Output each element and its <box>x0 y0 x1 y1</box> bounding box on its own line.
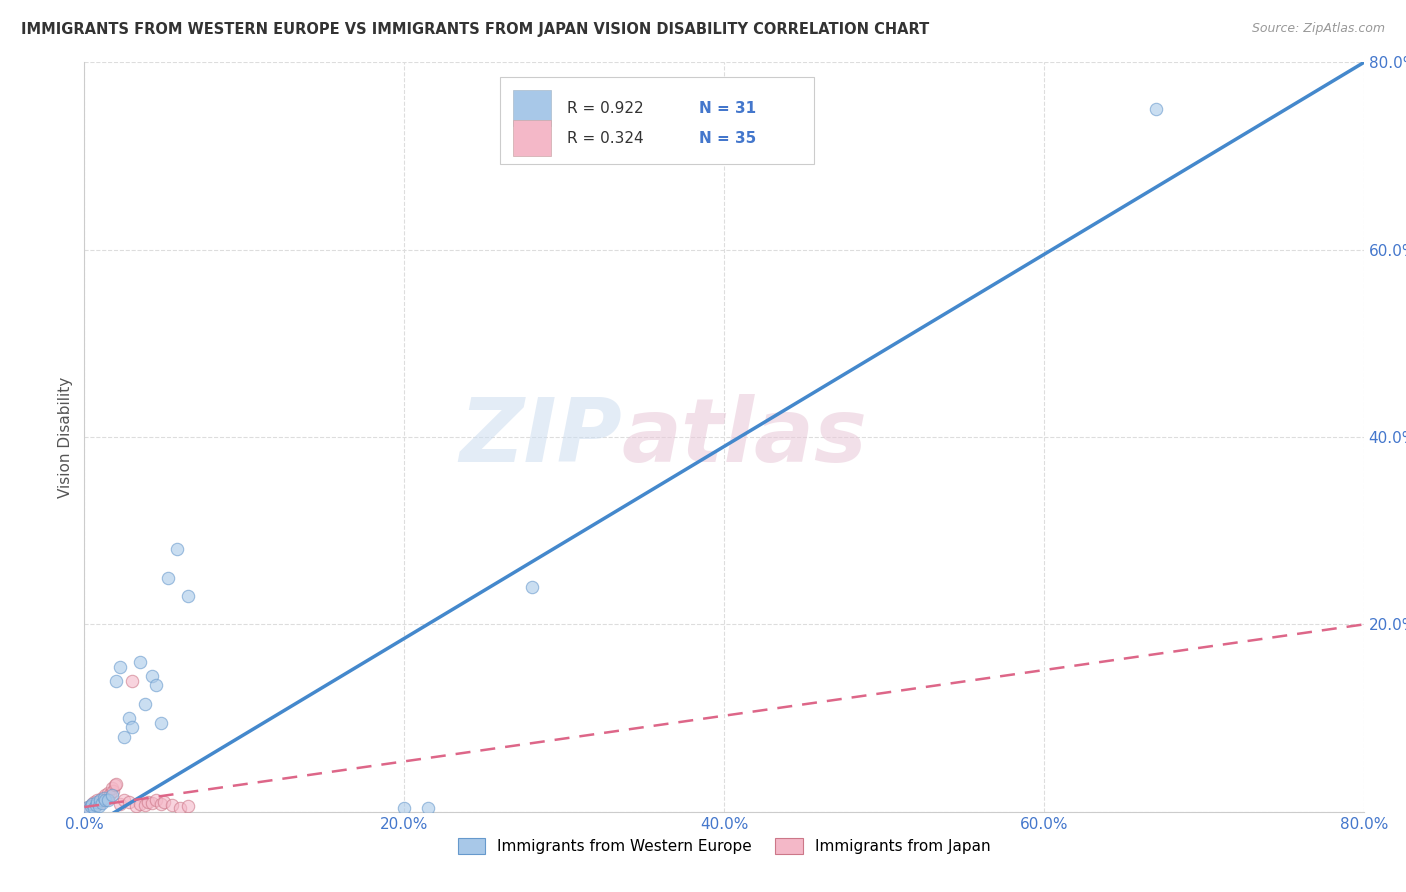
Point <box>177 799 200 814</box>
Point <box>394 801 416 815</box>
Point <box>112 730 135 744</box>
Point <box>84 798 107 813</box>
Point <box>76 800 98 814</box>
Point <box>112 793 135 807</box>
Point <box>124 799 146 814</box>
Point <box>162 798 184 813</box>
Point <box>82 797 104 812</box>
Point <box>141 669 163 683</box>
Text: N = 31: N = 31 <box>699 101 755 116</box>
Text: IMMIGRANTS FROM WESTERN EUROPE VS IMMIGRANTS FROM JAPAN VISION DISABILITY CORREL: IMMIGRANTS FROM WESTERN EUROPE VS IMMIGR… <box>21 22 929 37</box>
Point <box>153 796 176 810</box>
Point <box>98 787 121 801</box>
Point <box>77 801 100 815</box>
Text: atlas: atlas <box>621 393 868 481</box>
Point <box>134 697 156 711</box>
Legend: Immigrants from Western Europe, Immigrants from Japan: Immigrants from Western Europe, Immigran… <box>451 832 997 860</box>
Point <box>86 793 108 807</box>
Point <box>522 580 544 594</box>
Point <box>94 792 117 806</box>
Point <box>138 796 160 810</box>
Point <box>80 799 103 814</box>
Point <box>77 802 100 816</box>
FancyBboxPatch shape <box>513 90 551 126</box>
Text: R = 0.324: R = 0.324 <box>567 130 644 145</box>
Point <box>104 779 127 793</box>
Point <box>100 788 122 802</box>
Point <box>129 797 152 812</box>
Point <box>84 798 107 813</box>
Point <box>156 571 179 585</box>
Point <box>108 797 131 812</box>
Point <box>418 801 440 815</box>
Point <box>87 797 110 811</box>
Point <box>169 801 191 815</box>
Point <box>91 790 114 805</box>
Y-axis label: Vision Disability: Vision Disability <box>58 376 73 498</box>
FancyBboxPatch shape <box>513 120 551 156</box>
Point <box>101 784 124 798</box>
Point <box>118 711 141 725</box>
Point <box>121 721 143 735</box>
Point <box>166 542 188 557</box>
Point <box>91 797 114 811</box>
Point <box>118 796 141 810</box>
Point <box>89 794 111 808</box>
Point <box>97 793 120 807</box>
Point <box>83 801 105 815</box>
Point <box>86 796 108 810</box>
Point <box>76 800 98 814</box>
Point <box>93 790 115 805</box>
Point <box>93 792 115 806</box>
Point <box>145 793 167 807</box>
Point <box>121 673 143 688</box>
Text: N = 35: N = 35 <box>699 130 756 145</box>
Point <box>105 673 128 688</box>
Text: Source: ZipAtlas.com: Source: ZipAtlas.com <box>1251 22 1385 36</box>
Point <box>75 802 97 816</box>
Point <box>145 678 167 692</box>
Point <box>141 797 163 811</box>
Point <box>83 796 105 810</box>
Point <box>129 655 152 669</box>
Point <box>150 797 173 812</box>
Point <box>100 781 122 796</box>
Point <box>87 799 110 814</box>
Point <box>94 788 117 802</box>
Point <box>89 793 111 807</box>
FancyBboxPatch shape <box>501 78 814 163</box>
Point <box>108 659 131 673</box>
Point <box>80 799 103 814</box>
Point <box>105 776 128 791</box>
Point <box>97 786 120 800</box>
Point <box>1144 102 1167 116</box>
Point <box>82 797 104 812</box>
Point <box>177 590 200 604</box>
Point <box>134 798 156 813</box>
Point <box>96 789 118 804</box>
Text: R = 0.922: R = 0.922 <box>567 101 644 116</box>
Text: ZIP: ZIP <box>458 393 621 481</box>
Point <box>150 715 173 730</box>
